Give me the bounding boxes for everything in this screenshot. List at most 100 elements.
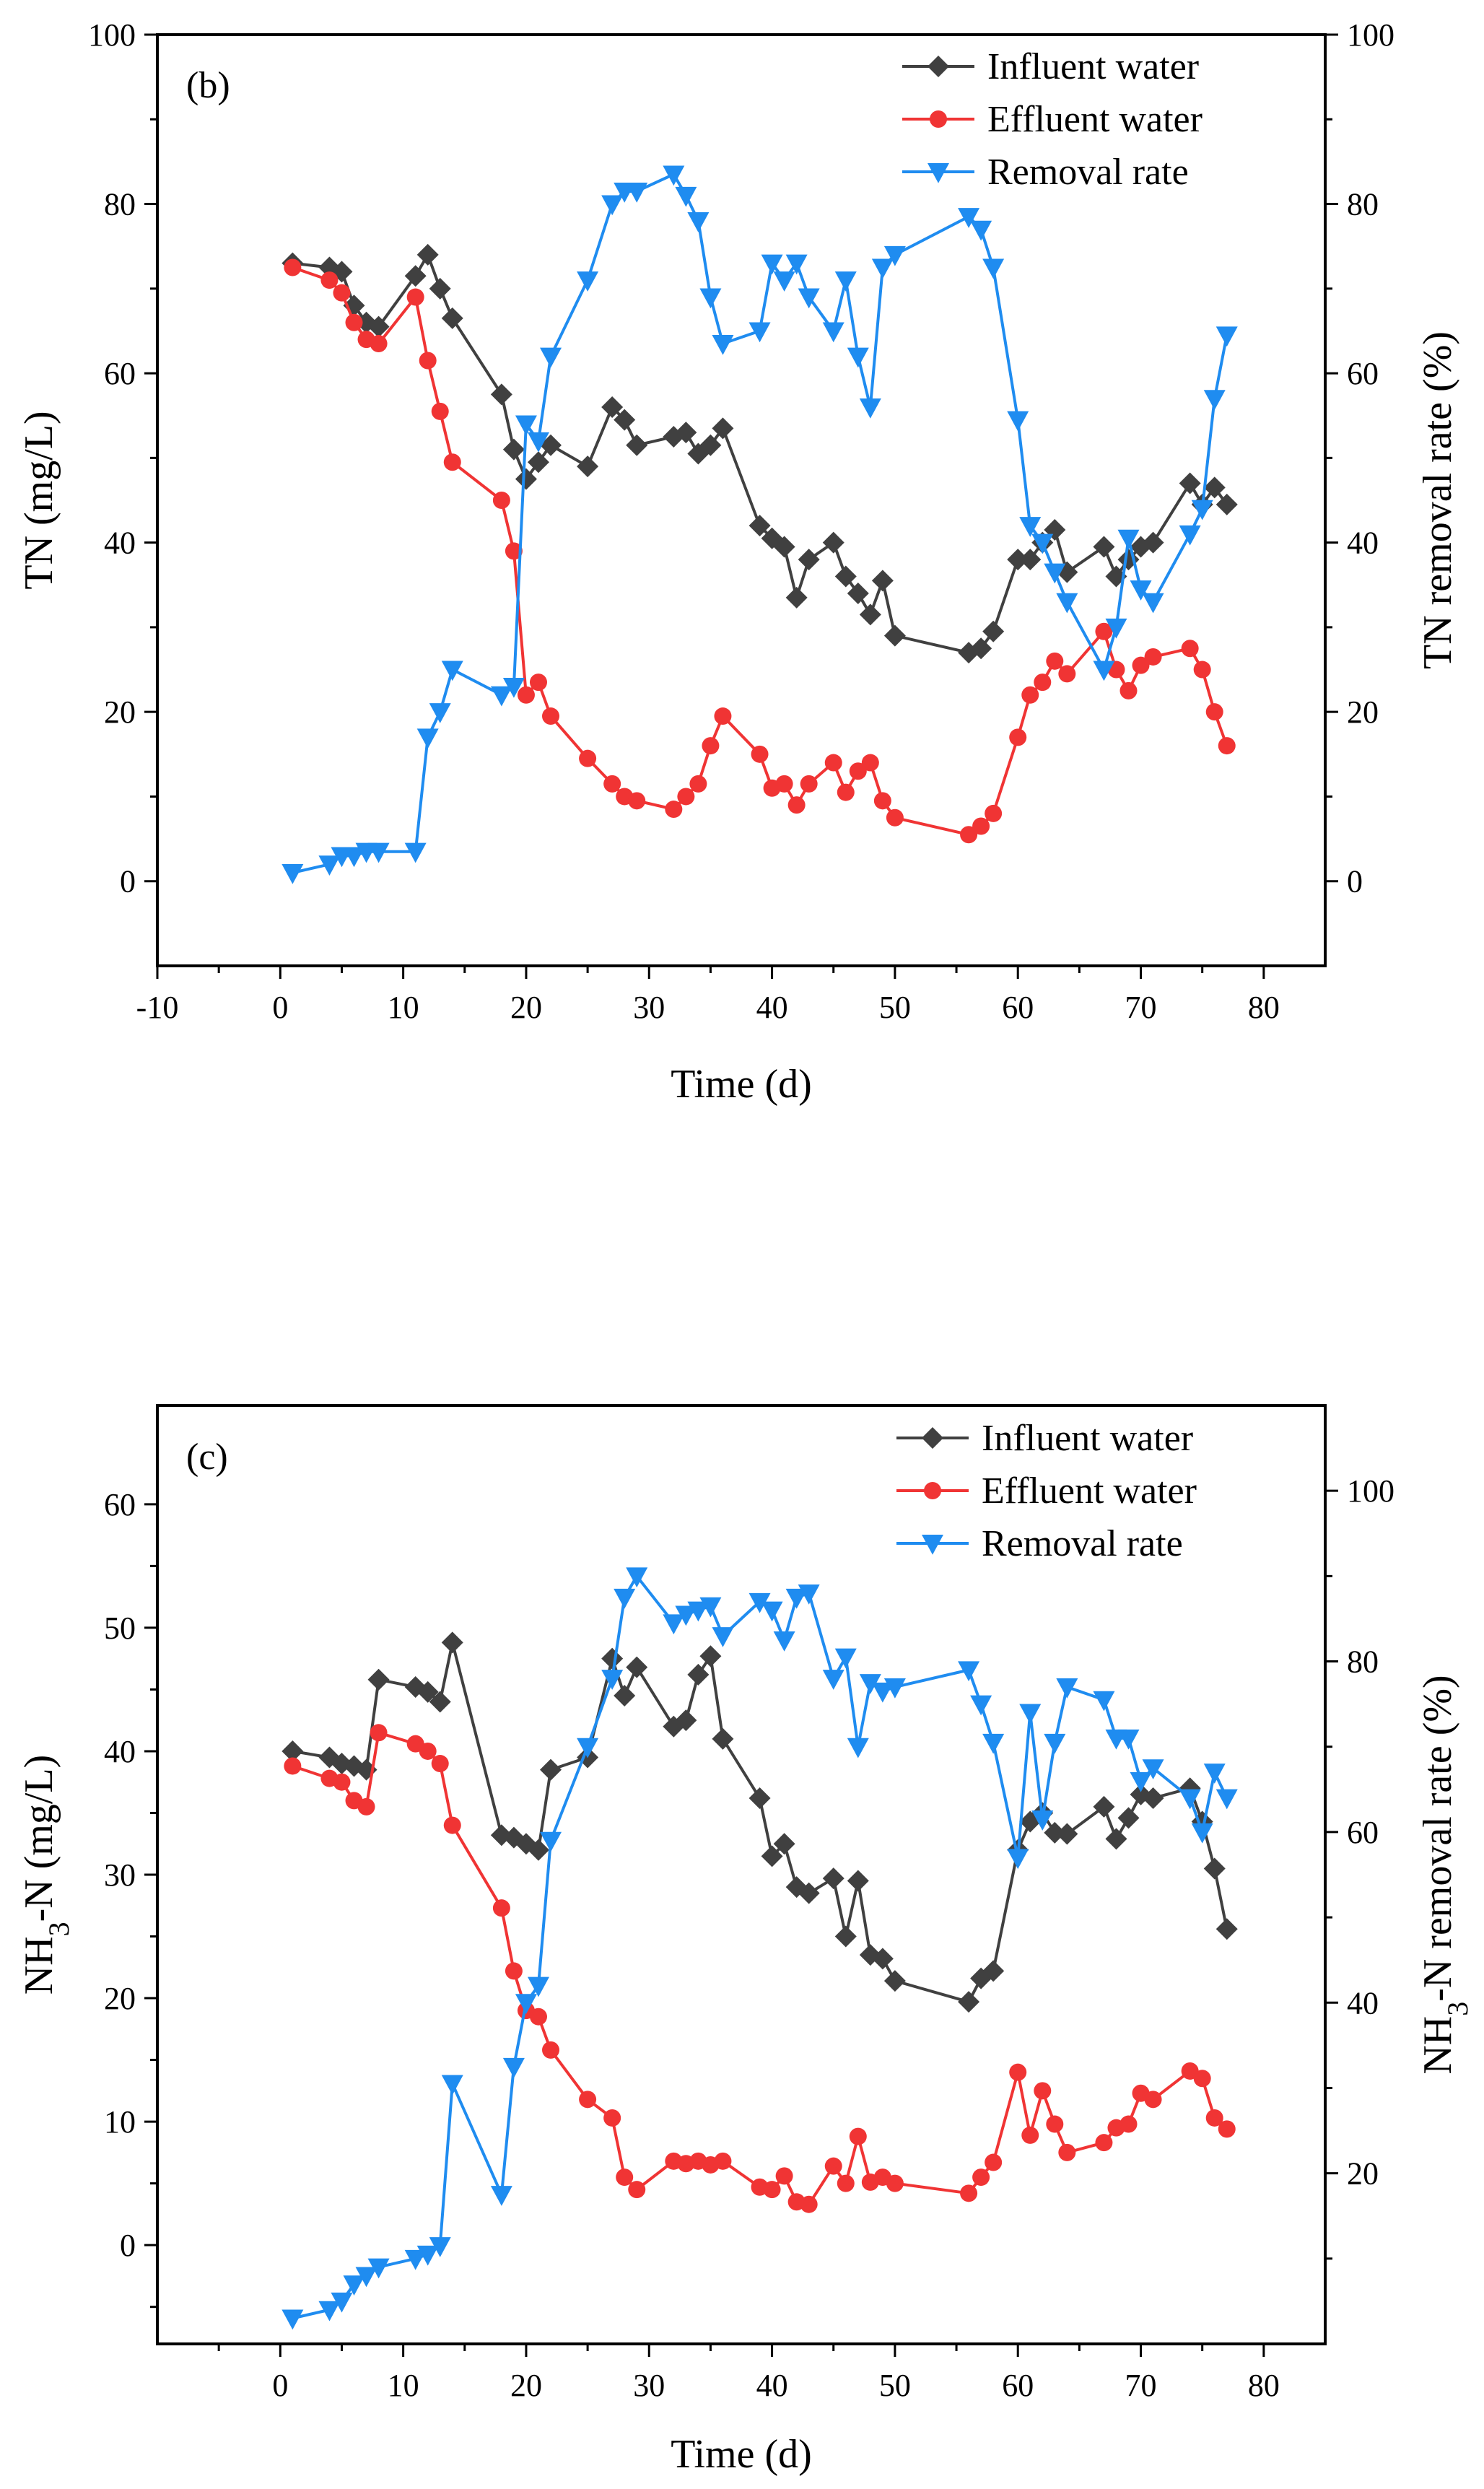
data-point — [761, 1601, 783, 1622]
data-point — [601, 1670, 624, 1690]
y2-axis-title-tail: -N removal rate (%) — [1415, 1675, 1460, 2001]
data-point — [515, 468, 537, 490]
data-point — [404, 2249, 427, 2270]
data-point — [529, 2008, 547, 2026]
plot-frame — [156, 33, 1327, 967]
data-point — [822, 1670, 844, 1690]
data-point — [419, 352, 437, 370]
x-tick-label: 0 — [272, 990, 288, 1025]
x-tick-label: -10 — [136, 990, 179, 1025]
data-point — [834, 565, 857, 588]
legend-marker — [924, 1482, 941, 1499]
y-tick-label: 40 — [104, 526, 136, 561]
series-effluent-water — [284, 1724, 1236, 2213]
data-point — [1132, 656, 1150, 674]
data-point — [490, 2186, 512, 2206]
data-point — [1142, 593, 1164, 614]
data-point — [871, 570, 894, 592]
data-point — [331, 2292, 353, 2313]
data-point — [847, 347, 869, 368]
data-point — [677, 788, 695, 806]
data-point — [883, 1970, 906, 1992]
data-point — [1191, 500, 1213, 520]
data-point — [1009, 728, 1027, 746]
series-line — [292, 251, 1228, 655]
data-point — [1007, 1849, 1029, 1870]
y2-axis-title-sub: 3 — [1441, 2002, 1474, 2016]
data-point — [761, 1845, 783, 1867]
data-point — [490, 383, 512, 406]
data-point — [505, 542, 523, 560]
data-point — [318, 855, 341, 876]
x-tick-label: 80 — [1248, 2368, 1280, 2403]
data-point — [370, 1724, 388, 1742]
y2-tick-label: 80 — [1347, 1644, 1379, 1680]
data-point — [1019, 517, 1042, 537]
data-point — [443, 453, 461, 471]
y-axis-title-tail: -N (mg/L) — [17, 1755, 61, 1922]
y-tick-label: 0 — [120, 864, 136, 899]
data-point — [1058, 665, 1076, 683]
data-point — [822, 322, 844, 343]
data-point — [502, 678, 525, 698]
data-point — [849, 762, 867, 780]
series-effluent-water — [284, 258, 1236, 844]
data-point — [419, 1742, 437, 1760]
data-point — [281, 864, 304, 884]
data-point — [367, 2258, 390, 2279]
y-axis-title-sub: 3 — [43, 1922, 75, 1936]
y2-tick-label: 60 — [1347, 356, 1379, 391]
data-point — [577, 271, 599, 292]
data-point — [1031, 1810, 1054, 1831]
data-point — [1144, 648, 1162, 666]
data-point — [490, 686, 512, 707]
data-point — [822, 531, 844, 554]
data-point — [1058, 2143, 1076, 2161]
data-point — [1205, 703, 1223, 721]
data-point — [540, 1758, 562, 1781]
data-point — [370, 335, 388, 353]
data-point — [1142, 1759, 1164, 1780]
data-point — [517, 686, 535, 704]
data-point — [958, 1661, 980, 1682]
data-point — [712, 417, 734, 440]
data-point — [603, 775, 621, 793]
data-point — [1117, 1729, 1140, 1750]
data-point — [834, 1925, 857, 1948]
data-point — [689, 775, 707, 793]
data-point — [773, 1631, 795, 1652]
data-point — [775, 775, 793, 793]
y-tick-label: 20 — [104, 694, 136, 730]
y-tick-label: 30 — [104, 1857, 136, 1893]
y-axis-title: TN (mg/L) — [17, 411, 61, 589]
data-point — [343, 2275, 365, 2296]
data-point — [357, 1797, 375, 1815]
data-point — [355, 311, 377, 334]
data-point — [958, 1991, 980, 2013]
data-point — [527, 432, 549, 453]
data-point — [871, 1948, 894, 1970]
data-point — [970, 637, 992, 660]
legend-label: Effluent water — [982, 1470, 1197, 1512]
legend-label: Removal rate — [982, 1523, 1183, 1564]
data-point — [837, 783, 855, 801]
data-point — [985, 804, 1003, 822]
data-point — [1093, 1795, 1115, 1818]
x-tick-label: 0 — [272, 2368, 288, 2403]
data-point — [982, 258, 1005, 279]
data-point — [1203, 1764, 1226, 1784]
y-tick-label: 60 — [104, 1487, 136, 1522]
data-point — [540, 347, 562, 368]
data-point — [1215, 326, 1238, 347]
data-point — [1203, 390, 1226, 411]
data-point — [429, 1691, 451, 1713]
y-axis-title: NH3-N (mg/L) — [17, 1755, 75, 1995]
y2-tick-label: 80 — [1347, 187, 1379, 222]
data-point — [1191, 1823, 1213, 1844]
data-point — [1215, 493, 1238, 515]
data-point — [847, 1738, 869, 1758]
data-point — [614, 1684, 636, 1706]
x-tick-label: 20 — [510, 990, 542, 1025]
data-point — [982, 620, 1005, 642]
data-point — [281, 1740, 304, 1762]
